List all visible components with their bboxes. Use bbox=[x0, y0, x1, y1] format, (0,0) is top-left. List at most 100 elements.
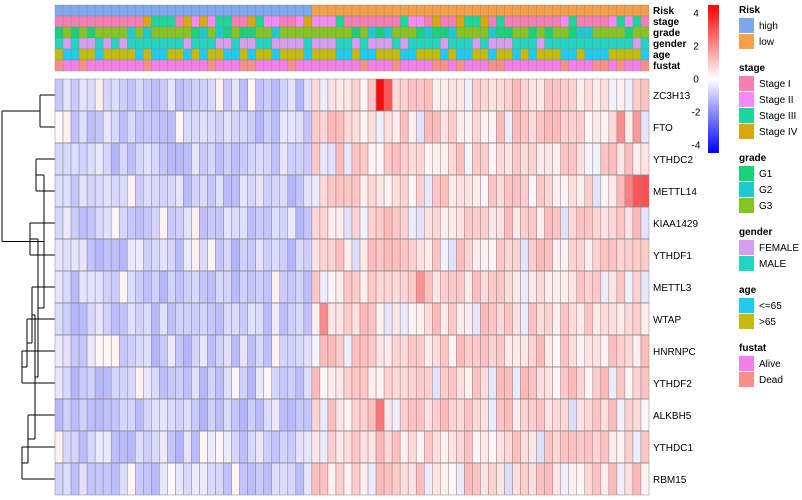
heatmap-cell bbox=[359, 238, 369, 272]
heatmap-cell bbox=[175, 366, 184, 400]
heatmap-cell bbox=[576, 174, 586, 208]
annotation-cell bbox=[78, 48, 88, 61]
heatmap-cell bbox=[520, 174, 529, 208]
annotation-cell bbox=[632, 59, 642, 72]
annotation-cell bbox=[94, 48, 104, 61]
heatmap-cell bbox=[544, 430, 553, 464]
annotation-cell bbox=[102, 48, 112, 61]
heatmap-cell bbox=[472, 110, 481, 144]
annotation-cell bbox=[110, 15, 120, 28]
heatmap-cell bbox=[616, 334, 626, 368]
heatmap-cell bbox=[536, 142, 545, 176]
legend-label: FEMALE bbox=[759, 243, 799, 254]
heatmap-cell bbox=[536, 238, 545, 272]
heatmap-cell bbox=[70, 398, 80, 432]
heatmap-cell bbox=[159, 462, 168, 496]
heatmap-cell bbox=[263, 430, 272, 464]
heatmap-cell bbox=[175, 174, 184, 208]
heatmap-cell bbox=[110, 110, 120, 144]
heatmap-cell bbox=[215, 206, 224, 240]
heatmap-cell bbox=[118, 302, 128, 336]
heatmap-cell bbox=[239, 110, 248, 144]
legend-swatch bbox=[739, 166, 754, 181]
annotation-label: age bbox=[653, 50, 671, 61]
heatmap-cell bbox=[263, 78, 272, 112]
heatmap-cell bbox=[504, 206, 513, 240]
heatmap-cell bbox=[351, 238, 361, 272]
heatmap-cell bbox=[407, 430, 417, 464]
heatmap-cell bbox=[78, 462, 88, 496]
heatmap-cell bbox=[295, 366, 305, 400]
heatmap-cell bbox=[560, 430, 569, 464]
gene-label: ZC3H13 bbox=[653, 91, 691, 102]
annotation-cell bbox=[263, 26, 272, 39]
heatmap-cell bbox=[343, 430, 353, 464]
heatmap-cell bbox=[271, 462, 281, 496]
annotation-cell bbox=[592, 4, 602, 17]
annotation-cell bbox=[295, 26, 305, 39]
heatmap-cell bbox=[159, 78, 168, 112]
annotation-cell bbox=[62, 37, 72, 50]
annotation-cell bbox=[351, 15, 361, 28]
heatmap-cell bbox=[118, 110, 128, 144]
heatmap-cell bbox=[432, 430, 441, 464]
heatmap-cell bbox=[576, 206, 586, 240]
heatmap-cell bbox=[399, 366, 409, 400]
heatmap-cell bbox=[191, 142, 200, 176]
heatmap-cell bbox=[151, 110, 160, 144]
heatmap-cell bbox=[239, 462, 248, 496]
annotation-cell bbox=[504, 4, 513, 17]
heatmap-cell bbox=[70, 302, 80, 336]
annotation-cell bbox=[78, 59, 88, 72]
legend-swatch bbox=[739, 256, 754, 271]
annotation-cell bbox=[127, 15, 136, 28]
annotation-cell bbox=[319, 4, 329, 17]
heatmap-cell bbox=[303, 206, 313, 240]
heatmap-cell bbox=[440, 238, 449, 272]
heatmap-cell bbox=[118, 78, 128, 112]
heatmap-cell bbox=[343, 302, 353, 336]
annotation-cell bbox=[159, 15, 168, 28]
annotation-cell bbox=[568, 37, 577, 50]
heatmap-cell bbox=[504, 174, 513, 208]
legend-label: MALE bbox=[759, 259, 787, 270]
heatmap-cell bbox=[464, 78, 473, 112]
heatmap-cell bbox=[640, 238, 650, 272]
annotation-cell bbox=[191, 48, 200, 61]
heatmap-cell bbox=[199, 142, 208, 176]
heatmap-cell bbox=[175, 334, 184, 368]
annotation-cell bbox=[135, 26, 144, 39]
heatmap-cell bbox=[343, 110, 353, 144]
heatmap-cell bbox=[472, 334, 481, 368]
heatmap-cell bbox=[632, 270, 642, 304]
annotation-cell bbox=[183, 48, 192, 61]
annotation-cell bbox=[584, 37, 594, 50]
heatmap-cell bbox=[536, 78, 545, 112]
heatmap-cell bbox=[263, 302, 272, 336]
heatmap-cell bbox=[504, 302, 513, 336]
heatmap-cell bbox=[488, 398, 497, 432]
heatmap-cell bbox=[126, 430, 136, 464]
heatmap-cell bbox=[528, 462, 537, 496]
heatmap-cell bbox=[423, 78, 433, 112]
heatmap-cell bbox=[319, 302, 329, 336]
annotation-cell bbox=[440, 4, 449, 17]
heatmap-cell bbox=[311, 430, 321, 464]
heatmap-cell bbox=[279, 366, 289, 400]
annotation-cell bbox=[102, 37, 112, 50]
heatmap-cell bbox=[432, 110, 441, 144]
heatmap-cell bbox=[54, 462, 64, 496]
heatmap-cell bbox=[102, 334, 112, 368]
annotation-cell bbox=[351, 26, 361, 39]
heatmap-cell bbox=[175, 270, 184, 304]
heatmap-cell bbox=[78, 174, 88, 208]
heatmap-cell bbox=[271, 270, 281, 304]
heatmap-cell bbox=[480, 174, 489, 208]
heatmap-cell bbox=[78, 270, 88, 304]
legend-swatch bbox=[739, 92, 754, 107]
annotation-cell bbox=[143, 37, 152, 50]
annotation-cell bbox=[167, 15, 176, 28]
heatmap-cell bbox=[391, 174, 401, 208]
heatmap-cell bbox=[271, 174, 281, 208]
annotation-cell bbox=[399, 4, 409, 17]
